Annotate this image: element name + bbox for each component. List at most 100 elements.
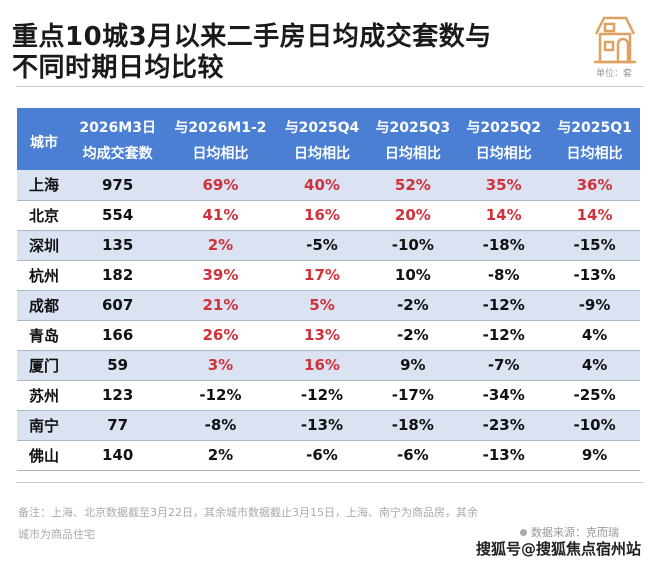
city-cell: 杭州 [17,260,71,291]
change-cell: -12% [276,380,368,411]
change-cell: 2% [164,440,277,471]
count-cell: 166 [71,320,165,351]
city-cell: 深圳 [17,230,71,261]
table-row: 厦门 59 3% 16% 9% -7% 4% [17,350,640,381]
city-cell: 青岛 [17,320,71,351]
table-row: 杭州 182 39% 17% 10% -8% -13% [17,260,640,291]
city-cell: 佛山 [17,440,71,471]
change-cell: 21% [164,290,277,321]
city-cell: 南宁 [17,410,71,441]
column-header: 与2025Q2 [458,108,550,139]
divider [16,482,644,483]
change-cell: 5% [276,290,368,321]
page-title: 重点10城3月以来二手房日均成交套数与 不同时期日均比较 [12,22,492,84]
column-header-sub: 日均相比 [164,139,277,170]
change-cell: 26% [164,320,277,351]
table-body: 上海 975 69% 40% 52% 35% 36% 北京 554 41% 16% 20% 14% 14%… [17,170,640,471]
source-text: 数据来源：克而瑞 [531,526,619,539]
table-row: 南宁 77 -8% -13% -18% -23% -10% [17,410,640,441]
change-cell: 14% [549,200,640,231]
column-header: 与2025Q3 [367,108,459,139]
change-cell: -18% [367,410,459,441]
change-cell: -18% [458,230,550,261]
column-header: 城市 [17,108,71,170]
change-cell: -2% [367,290,459,321]
change-cell: -34% [458,380,550,411]
table-header: 城市 2026M3日 与2026M1-2 与2025Q4 与2025Q3 与2025Q2 与… [17,108,640,170]
change-cell: -7% [458,350,550,381]
change-cell: 41% [164,200,277,231]
change-cell: -6% [367,440,459,471]
table-row: 北京 554 41% 16% 20% 14% 14% [17,200,640,231]
change-cell: -13% [458,440,550,471]
unit-label: 单位：套 [596,69,633,79]
change-cell: -23% [458,410,550,441]
change-cell: 4% [549,350,640,381]
table-row: 苏州 123 -12% -12% -17% -34% -25% [17,380,640,411]
count-cell: 975 [71,170,165,201]
city-cell: 成都 [17,290,71,321]
table-row: 佛山 140 2% -6% -6% -13% 9% [17,440,640,471]
count-cell: 59 [71,350,165,381]
column-header: 2026M3日 [71,108,165,139]
change-cell: 4% [549,320,640,351]
change-cell: 39% [164,260,277,291]
change-cell: -8% [458,260,550,291]
change-cell: 17% [276,260,368,291]
change-cell: 36% [549,170,640,201]
change-cell: 52% [367,170,459,201]
change-cell: -25% [549,380,640,411]
table-row: 成都 607 21% 5% -2% -12% -9% [17,290,640,321]
source-label: 数据来源：克而瑞 [520,524,619,540]
change-cell: -6% [276,440,368,471]
count-cell: 554 [71,200,165,231]
change-cell: -5% [276,230,368,261]
table-row: 深圳 135 2% -5% -10% -18% -15% [17,230,640,261]
divider [16,86,644,87]
change-cell: 2% [164,230,277,261]
footnote: 备注：上海、北京数据截至3月22日，其余城市数据截止3月15日，上海、南宁为商品… [18,506,478,541]
column-header: 与2025Q1 [549,108,640,139]
watermark: 搜狐号@搜狐焦点宿州站 [476,540,642,558]
count-cell: 607 [71,290,165,321]
house-icon [594,16,636,64]
change-cell: -9% [549,290,640,321]
change-cell: 35% [458,170,550,201]
change-cell: 14% [458,200,550,231]
title-line-1: 重点10城3月以来二手房日均成交套数与 [12,22,492,52]
dot-icon [520,529,527,536]
change-cell: -12% [458,320,550,351]
change-cell: 9% [367,350,459,381]
change-cell: 13% [276,320,368,351]
change-cell: -17% [367,380,459,411]
change-cell: 69% [164,170,277,201]
change-cell: 10% [367,260,459,291]
city-cell: 北京 [17,200,71,231]
count-cell: 123 [71,380,165,411]
change-cell: -10% [549,410,640,441]
title-line-2: 不同时期日均比较 [12,53,225,83]
data-table: 城市 2026M3日 与2026M1-2 与2025Q4 与2025Q3 与2025Q2 与… [17,108,640,471]
change-cell: -13% [549,260,640,291]
table-row: 上海 975 69% 40% 52% 35% 36% [17,170,640,201]
change-cell: -15% [549,230,640,261]
change-cell: -10% [367,230,459,261]
column-header-sub: 均成交套数 [71,139,165,170]
change-cell: -12% [458,290,550,321]
city-cell: 苏州 [17,380,71,411]
change-cell: -8% [164,410,277,441]
change-cell: 3% [164,350,277,381]
change-cell: 16% [276,350,368,381]
column-header-sub: 日均相比 [458,139,550,170]
change-cell: 16% [276,200,368,231]
change-cell: -2% [367,320,459,351]
count-cell: 140 [71,440,165,471]
count-cell: 77 [71,410,165,441]
change-cell: 20% [367,200,459,231]
count-cell: 182 [71,260,165,291]
count-cell: 135 [71,230,165,261]
city-cell: 厦门 [17,350,71,381]
change-cell: 40% [276,170,368,201]
column-header-sub: 日均相比 [276,139,368,170]
change-cell: -13% [276,410,368,441]
